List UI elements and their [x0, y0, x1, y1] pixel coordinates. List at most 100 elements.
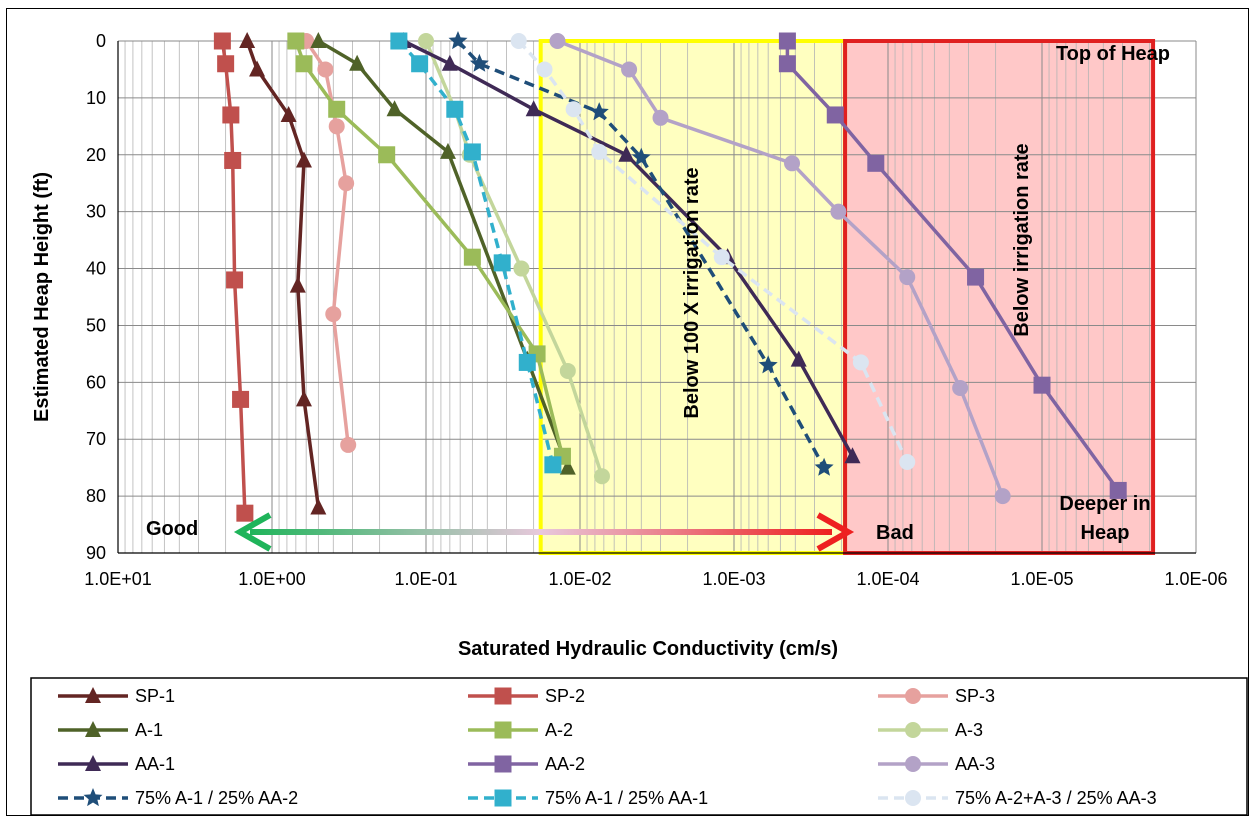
arrow-head-right [816, 512, 855, 552]
legend-swatch-marker [905, 688, 921, 704]
axes: 0 10 20 30 40 50 60 70 80 90 1.0E+01 1.0E+00 1.0E-01… [84, 31, 1227, 589]
legend-label: SP-2 [545, 686, 585, 706]
region-fill-0 [540, 41, 846, 553]
data-point [469, 53, 489, 72]
data-point [317, 61, 334, 78]
data-point [493, 254, 511, 272]
data-point [411, 55, 429, 73]
data-point [239, 32, 256, 48]
legend-label: SP-3 [955, 686, 995, 706]
data-point [441, 54, 458, 71]
legend-item: A-1 [58, 720, 163, 740]
data-point [224, 151, 242, 169]
x-tick-label: 1.0E+01 [84, 569, 152, 589]
series-6 [395, 32, 861, 464]
series-line [245, 40, 321, 508]
legend-item: SP-1 [58, 686, 175, 706]
legend-item: 75% A-2+A-3 / 25% AA-3 [878, 788, 1157, 808]
series-3 [310, 32, 576, 475]
y-tick-label: 60 [86, 372, 106, 392]
x-tick-label: 1.0E-06 [1164, 569, 1227, 589]
arrow-head-left [233, 512, 272, 552]
series-lines [213, 31, 1127, 522]
data-point [349, 54, 366, 71]
series-line [556, 39, 1005, 497]
deeper-in-heap-label-1: Deeper in [1059, 493, 1150, 515]
data-point [448, 31, 468, 50]
legend-label: 75% A-1 / 25% AA-1 [545, 788, 708, 808]
data-point [418, 33, 434, 49]
data-point [549, 33, 566, 49]
y-tick-label: 0 [96, 31, 106, 51]
y-tick-label: 30 [86, 202, 106, 222]
y-tick-label: 80 [86, 486, 106, 506]
data-point [536, 61, 553, 78]
series-2 [298, 33, 357, 453]
data-point [559, 458, 576, 475]
data-point [217, 55, 235, 73]
data-point [513, 260, 530, 277]
legend-swatch-marker [905, 756, 921, 772]
legend-label: 75% A-2+A-3 / 25% AA-3 [955, 788, 1157, 808]
legend-swatch-marker [905, 790, 921, 806]
data-point [232, 390, 250, 408]
series-line [456, 39, 826, 469]
data-point [439, 142, 456, 159]
deeper-in-heap-label-2: Heap [1081, 522, 1130, 544]
legend-label: AA-3 [955, 754, 995, 774]
region-label-red: Below irrigation rate [1011, 143, 1033, 336]
x-tick-label: 1.0E-02 [548, 569, 611, 589]
series-10 [390, 32, 562, 474]
data-point [589, 102, 609, 121]
data-point [525, 100, 542, 117]
data-point [1109, 481, 1127, 499]
series-line [317, 39, 570, 469]
data-point [222, 106, 240, 124]
y-tick-label: 10 [86, 88, 106, 108]
data-point [790, 350, 807, 367]
y-tick-label: 50 [86, 315, 106, 335]
data-point [213, 32, 231, 50]
data-point [295, 55, 313, 73]
top-of-heap-label: Top of Heap [1056, 43, 1170, 65]
legend-item: AA-2 [468, 754, 585, 774]
legend-label: A-2 [545, 720, 573, 740]
data-point [463, 143, 481, 161]
data-point [325, 306, 342, 323]
data-point [249, 60, 266, 77]
y-tick-label: 90 [86, 543, 106, 563]
legend-item: AA-3 [878, 754, 995, 774]
y-axis-label: Estimated Heap Height (ft) [31, 172, 53, 422]
legend-label: 75% A-1 / 25% AA-2 [135, 788, 298, 808]
legend-box [30, 677, 1248, 816]
data-point [618, 145, 635, 162]
data-point [378, 146, 396, 164]
data-point [652, 109, 669, 126]
y-tick-label: 20 [86, 145, 106, 165]
data-point [565, 101, 582, 118]
x-tick-label: 1.0E-05 [1010, 569, 1073, 589]
legend-item: 75% A-1 / 25% AA-2 [58, 788, 298, 808]
data-point [844, 447, 861, 464]
data-point [852, 354, 869, 371]
data-point [340, 436, 357, 453]
annotations: Good Bad Top of Heap Deeper in Heap Below 100… [146, 43, 1170, 552]
series-0 [239, 32, 327, 515]
series-4 [287, 32, 571, 465]
data-point [280, 105, 297, 122]
data-point [289, 276, 306, 293]
legend-item: A-2 [468, 720, 573, 740]
bad-label: Bad [876, 522, 914, 544]
data-point [814, 457, 834, 476]
series-7 [778, 32, 1127, 499]
data-point [328, 118, 345, 135]
series-9 [448, 31, 834, 476]
data-point [967, 268, 985, 286]
data-point [310, 32, 327, 48]
data-point [899, 453, 916, 470]
data-point [621, 61, 638, 78]
legend-swatch-marker [85, 721, 101, 737]
legend-swatch-marker [85, 755, 101, 771]
data-point [310, 498, 327, 515]
